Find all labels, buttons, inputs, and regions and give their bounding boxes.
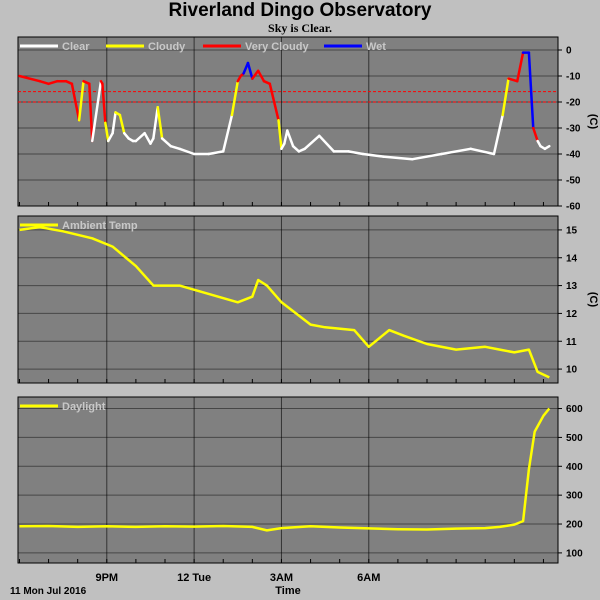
ambient-series-line [19,225,550,379]
daylight-ytick-label: 600 [566,404,583,415]
sky-temp-segment [106,131,114,143]
sky-temp-segment [134,131,146,143]
sky-temp-segment [251,69,260,80]
ambient-ytick-label: 10 [566,365,578,376]
sky-temp-segment [230,79,240,117]
sky-temp-segment [501,77,510,117]
sky-temp-segment [286,129,295,148]
sky-temp-segment [47,79,59,86]
sky-temp-segment [101,82,107,125]
sky-temp-segment [143,131,152,145]
sky-temp-segment [277,118,283,151]
sky-temp-segment [440,147,472,156]
daylight-ytick-label: 200 [566,520,583,531]
sky-temp-segment [527,51,535,130]
x-date-label: 11 Mon Jul 2016 [10,586,87,597]
ambient-ytick-label: 12 [566,309,578,320]
daylight-ytick-label: 100 [566,548,583,559]
sky-ytick-label: -60 [566,202,581,213]
sky-temp-segment [361,152,385,158]
sky-temp-segment [207,150,225,156]
legend-label: Wet [366,41,386,53]
ambient-ytick-label: 15 [566,225,578,236]
sky-temp-segment [515,51,525,83]
sky-temp-segment [88,82,94,143]
sky-temp-segment [160,137,173,148]
sky-temp-segment [507,77,519,83]
sky-temp-segment [543,144,551,151]
sky-ytick-label: 0 [566,46,572,57]
sky-temp-segment [77,79,85,122]
sky-temp-segment [18,74,42,83]
sky-temp-segment [256,69,266,83]
ambient-ytick-label: 13 [566,281,578,292]
ambient-ytick-label: 14 [566,253,578,264]
legend-label: Cloudy [148,41,186,53]
sky-temp-segment [90,79,103,143]
daylight-plot-area [17,396,559,564]
sky-ytick-label: -30 [566,124,581,135]
sky-unit-label: (C) [587,114,599,130]
legend-label: Daylight [62,401,106,413]
sky-temp-segment [70,82,81,122]
legend-label: Very Cloudy [245,41,309,53]
daylight-ytick-label: 500 [566,433,583,444]
sky-temp-segment [492,113,504,156]
sky-ytick-label: -40 [566,150,581,161]
sky-temp-segment [347,150,365,156]
sky-temp-segment [118,113,126,135]
sky-temp-segment [246,61,254,80]
chart-title: Riverland Dingo Observatory [168,0,432,21]
daylight-series-line [19,407,551,532]
sky-temp-segment [38,79,50,86]
legend-label: Clear [62,41,90,53]
sky-temp-segment [104,121,110,143]
x-axis-label: Time [275,585,300,597]
sky-temp-segment [169,144,181,151]
sky-temp-segment [303,134,321,151]
legend-label: Ambient Temp [62,220,138,232]
sky-ytick-label: -50 [566,176,581,187]
sky-temp-segment [178,147,196,156]
chart-subtitle: Sky is Clear. [268,21,332,35]
daylight-ytick-label: 300 [566,491,583,502]
sky-temp-segment [469,147,496,156]
sky-temp-segment [318,134,336,153]
ambient-ytick-label: 11 [566,337,577,348]
sky-ytick-label: -10 [566,72,581,83]
sky-temp-segment [156,105,164,140]
sky-temp-segment [111,111,117,135]
sky-temp-segment [221,113,234,153]
xtick-label: 3AM [270,572,293,584]
xtick-label: 9PM [95,572,118,584]
sky-temp-segment [411,152,443,161]
sky-temp-segment [291,144,301,153]
sky-ytick-label: -20 [566,98,581,109]
sky-temp-segment [268,82,280,122]
sky-temp-segment [532,126,539,143]
xtick-label: 6AM [357,572,380,584]
ambient-unit-label: (C) [587,292,599,308]
sky-temp-segment [152,105,159,140]
daylight-ytick-label: 400 [566,462,583,473]
sky-plot-area [17,36,559,207]
sky-temp-segment [382,155,414,161]
xtick-label: 12 Tue [177,572,211,584]
